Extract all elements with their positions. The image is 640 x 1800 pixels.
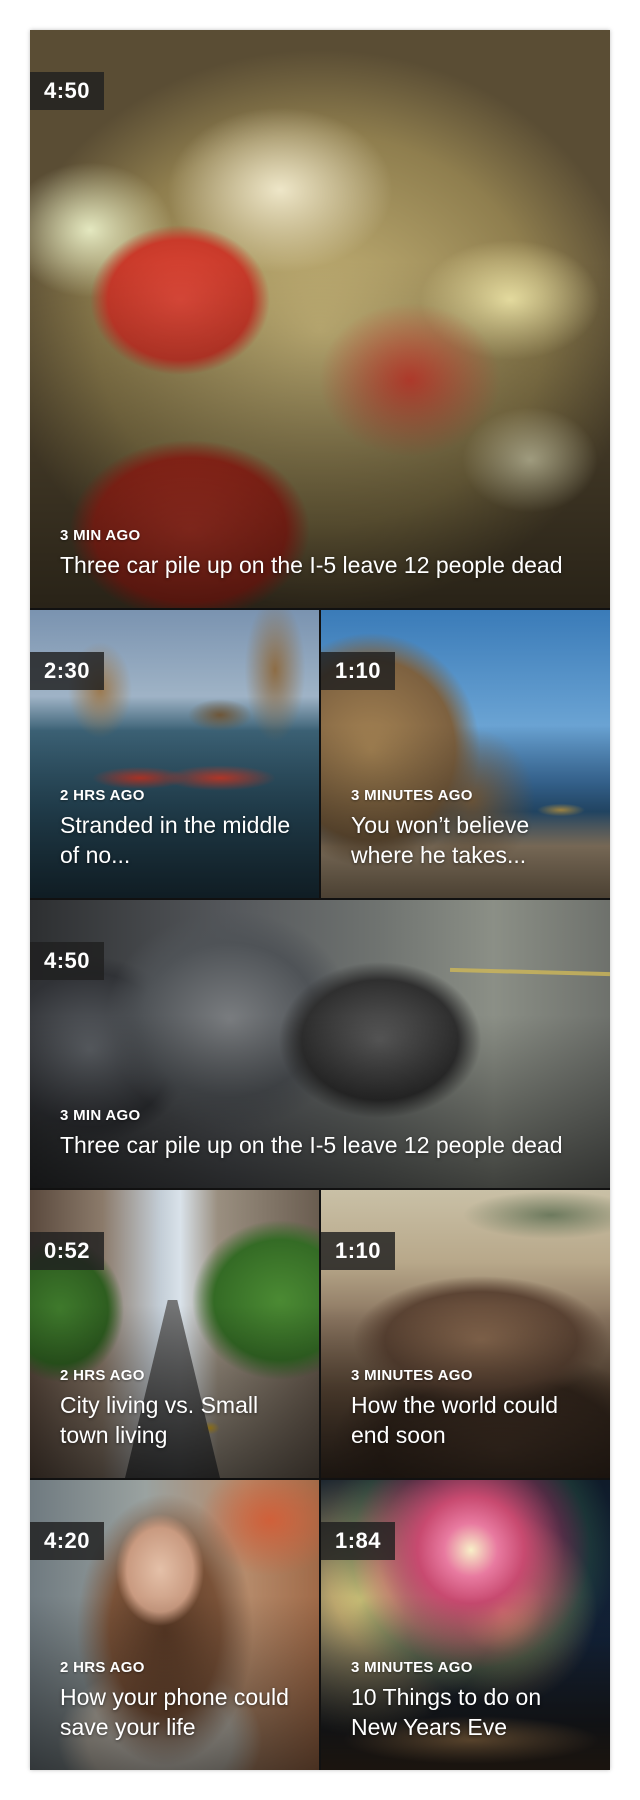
video-card[interactable]: 4:20 2 HRS AGO How your phone could save…	[30, 1480, 319, 1770]
duration-badge: 0:52	[30, 1232, 105, 1270]
time-ago: 2 HRS AGO	[60, 1367, 145, 1384]
video-feed: 4:50 3 MIN AGO Three car pile up on the …	[30, 30, 610, 1770]
card-meta: 3 MIN AGO Three car pile up on the I-5 l…	[60, 527, 586, 580]
gradient-overlay	[30, 1596, 319, 1770]
time-ago: 2 HRS AGO	[60, 787, 145, 804]
gradient-overlay	[321, 1305, 610, 1478]
time-ago: 3 MINUTES AGO	[351, 787, 473, 804]
headline[interactable]: Three car pile up on the I-5 leave 12 pe…	[60, 552, 563, 578]
duration-badge: 1:84	[321, 1522, 396, 1560]
video-card[interactable]: 0:52 2 HRS AGO City living vs. Small tow…	[30, 1190, 319, 1478]
duration-badge: 1:10	[321, 652, 396, 690]
gradient-overlay	[321, 725, 610, 898]
headline[interactable]: How your phone could save your life	[60, 1684, 289, 1740]
duration-badge: 4:20	[30, 1522, 105, 1560]
card-meta: 3 MIN AGO Three car pile up on the I-5 l…	[60, 1107, 586, 1160]
headline[interactable]: City living vs. Small town living	[60, 1392, 259, 1448]
video-card[interactable]: 1:84 3 MINUTES AGO 10 Things to do on Ne…	[321, 1480, 610, 1770]
gradient-overlay	[30, 1305, 319, 1478]
video-card[interactable]: 1:10 3 MINUTES AGO You won’t believe whe…	[321, 610, 610, 898]
time-ago: 3 MINUTES AGO	[351, 1659, 473, 1676]
video-card[interactable]: 1:10 3 MINUTES AGO How the world could e…	[321, 1190, 610, 1478]
time-ago: 2 HRS AGO	[60, 1659, 145, 1676]
time-ago: 3 MINUTES AGO	[351, 1367, 473, 1384]
gradient-overlay	[30, 261, 610, 608]
card-meta: 3 MINUTES AGO How the world could end so…	[351, 1367, 586, 1450]
card-meta: 2 HRS AGO City living vs. Small town liv…	[60, 1367, 295, 1450]
time-ago: 3 MIN AGO	[60, 1107, 141, 1124]
headline[interactable]: Stranded in the middle of no...	[60, 812, 291, 868]
headline[interactable]: 10 Things to do on New Years Eve	[351, 1684, 542, 1740]
gradient-overlay	[321, 1596, 610, 1770]
duration-badge: 2:30	[30, 652, 105, 690]
gradient-overlay	[30, 725, 319, 898]
video-card[interactable]: 4:50 3 MIN AGO Three car pile up on the …	[30, 900, 610, 1188]
video-card[interactable]: 4:50 3 MIN AGO Three car pile up on the …	[30, 30, 610, 608]
card-meta: 2 HRS AGO Stranded in the middle of no..…	[60, 787, 295, 870]
headline[interactable]: How the world could end soon	[351, 1392, 559, 1448]
card-meta: 3 MINUTES AGO You won’t believe where he…	[351, 787, 586, 870]
card-meta: 2 HRS AGO How your phone could save your…	[60, 1659, 295, 1742]
duration-badge: 1:10	[321, 1232, 396, 1270]
duration-badge: 4:50	[30, 942, 105, 980]
headline[interactable]: Three car pile up on the I-5 leave 12 pe…	[60, 1132, 563, 1158]
duration-badge: 4:50	[30, 72, 105, 110]
video-card[interactable]: 2:30 2 HRS AGO Stranded in the middle of…	[30, 610, 319, 898]
headline[interactable]: You won’t believe where he takes...	[351, 812, 530, 868]
card-meta: 3 MINUTES AGO 10 Things to do on New Yea…	[351, 1659, 586, 1742]
gradient-overlay	[30, 1015, 610, 1188]
time-ago: 3 MIN AGO	[60, 527, 141, 544]
